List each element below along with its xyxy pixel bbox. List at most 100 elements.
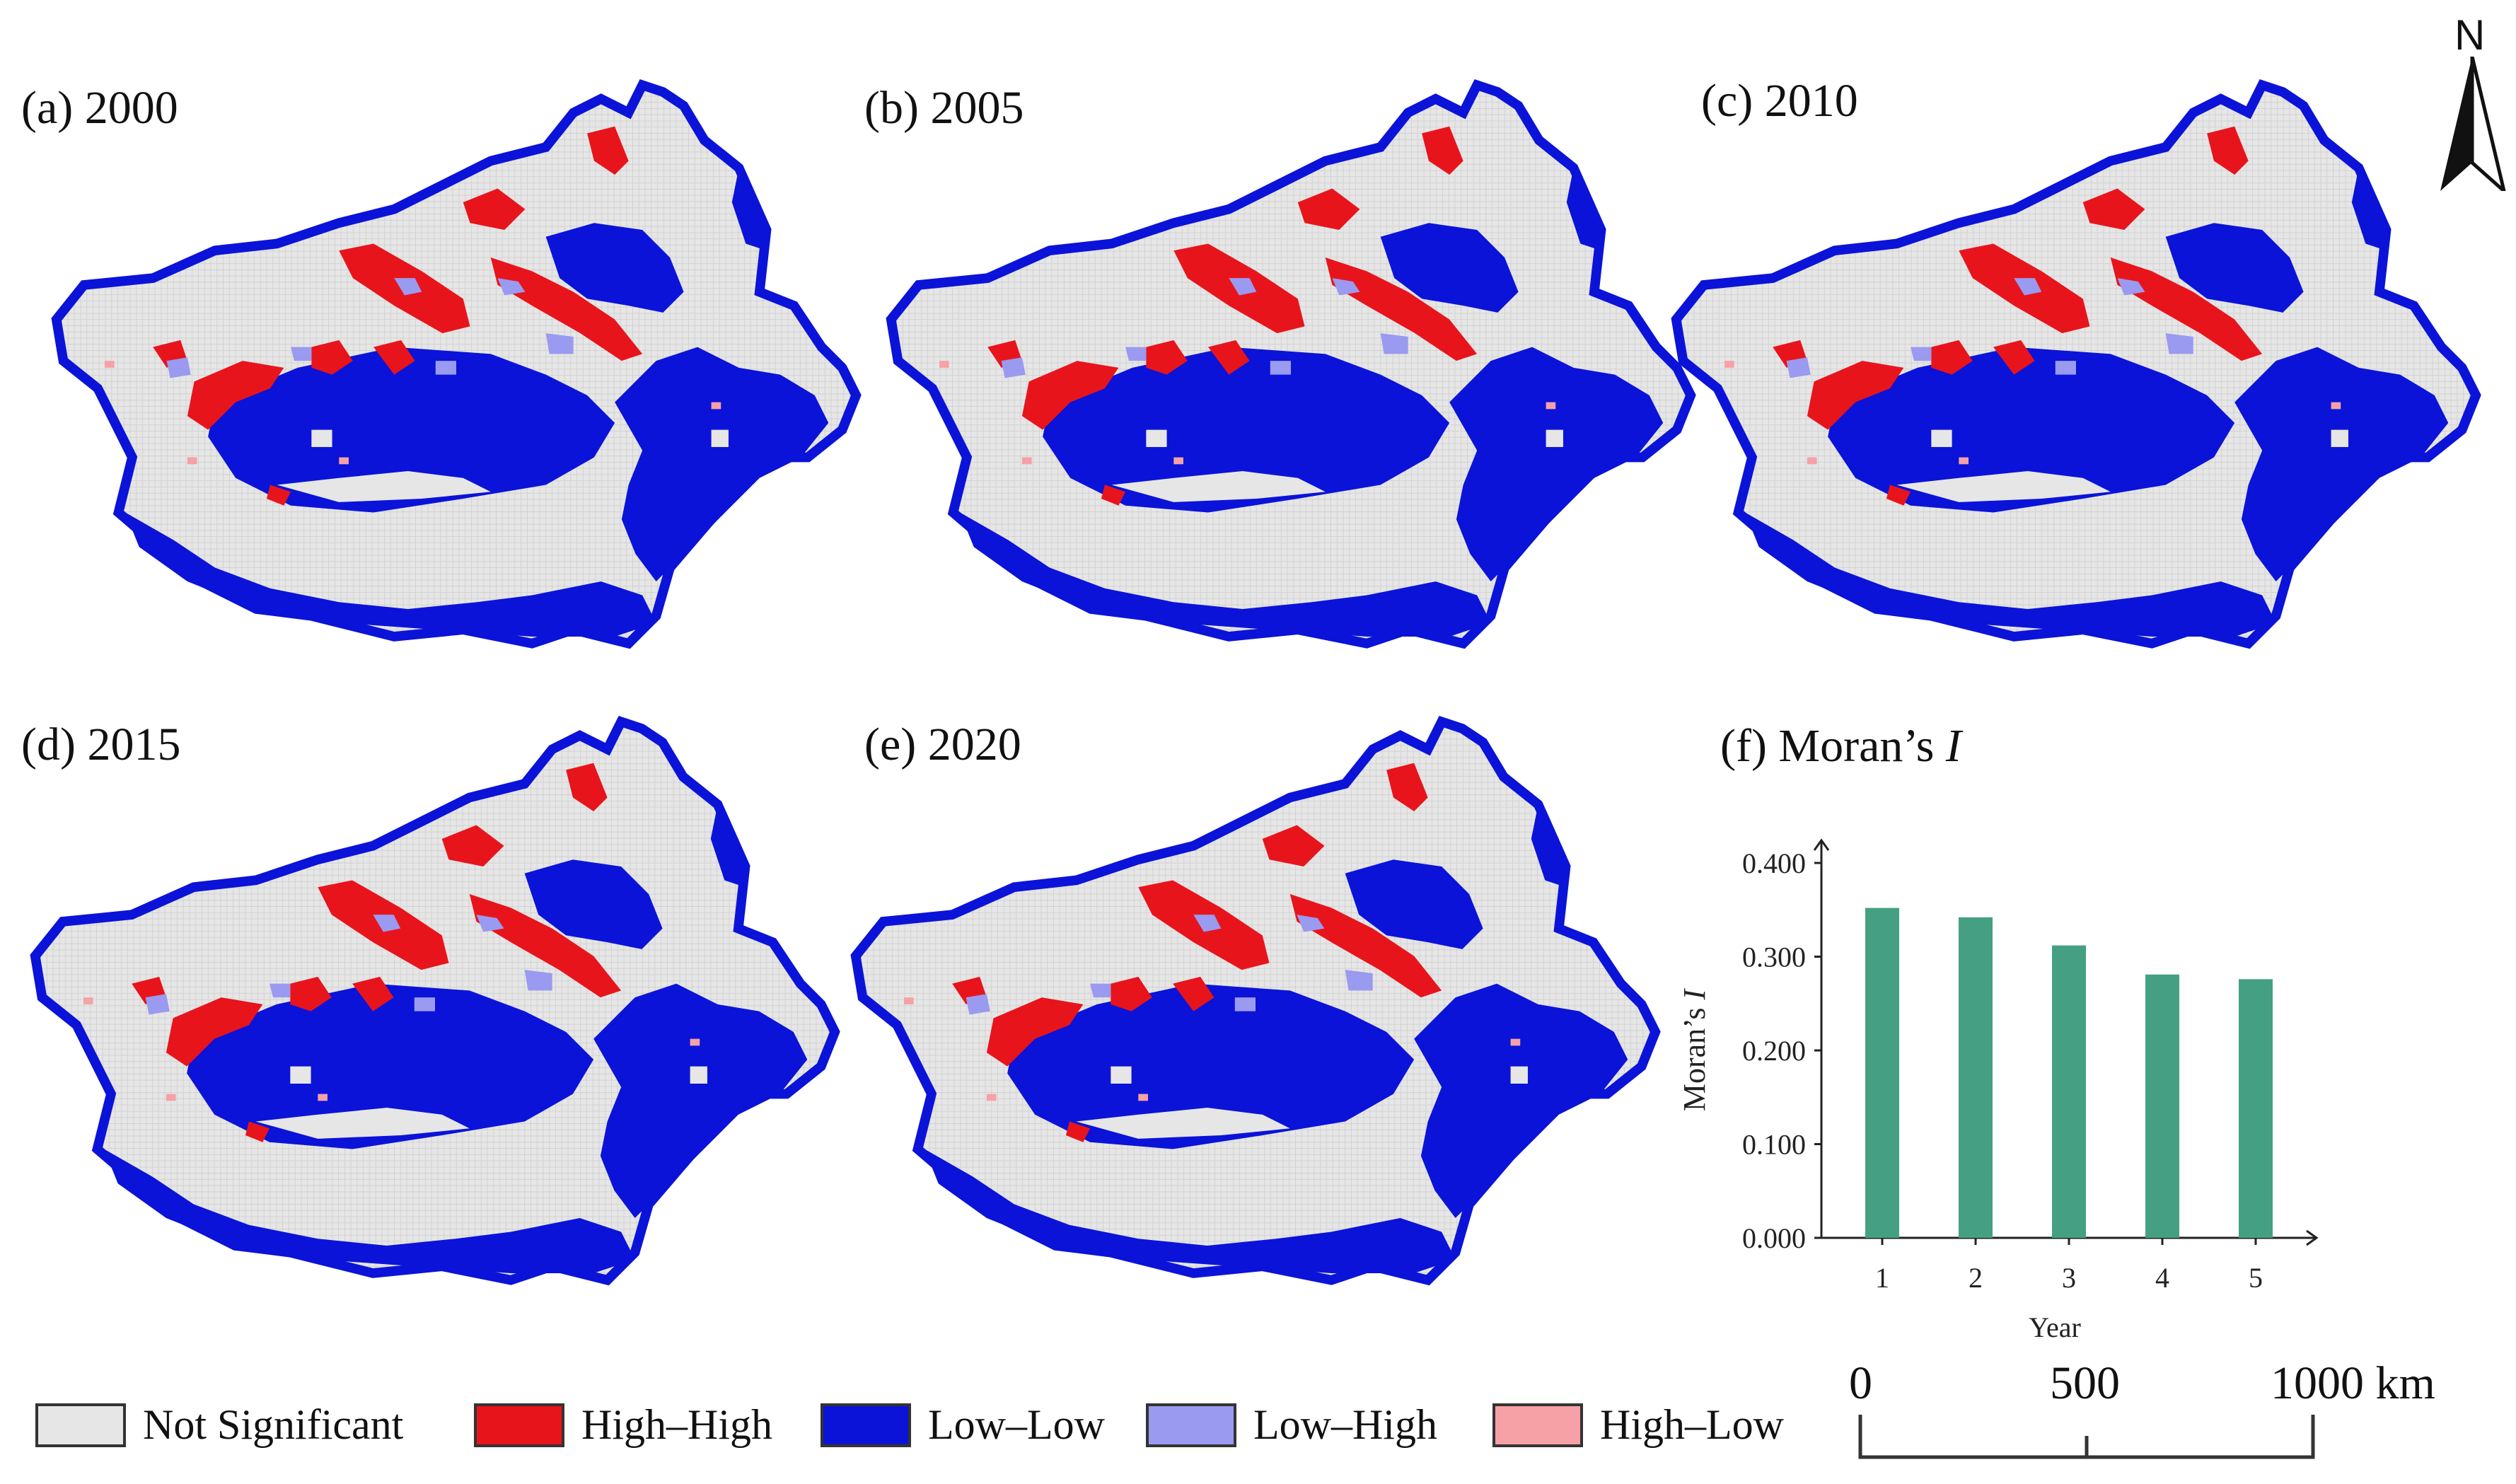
lisa-cluster-map bbox=[30, 715, 840, 1286]
low-high-cluster bbox=[497, 278, 526, 296]
map-outline bbox=[850, 715, 1661, 1286]
not-significant-region bbox=[255, 1108, 470, 1139]
y-axis-label-text: Moran’s bbox=[1677, 1000, 1712, 1112]
high-high-cluster bbox=[166, 997, 263, 1067]
scale-label-0: 0 bbox=[1849, 1357, 1872, 1409]
low-high-cluster bbox=[1345, 970, 1373, 991]
low-high-cluster bbox=[966, 994, 990, 1015]
high-high-cluster bbox=[1021, 361, 1119, 430]
map-panel-label: (d) 2015 bbox=[21, 719, 181, 770]
high-high-cluster bbox=[1262, 825, 1325, 866]
low-high-cluster bbox=[476, 915, 504, 932]
lisa-cluster-map bbox=[886, 79, 1696, 649]
high-low-cluster bbox=[1173, 457, 1183, 465]
low-high-cluster bbox=[1193, 915, 1222, 932]
low-high-cluster bbox=[1332, 278, 1360, 296]
not-significant-region bbox=[1076, 1108, 1290, 1139]
low-high-cluster bbox=[2117, 278, 2145, 296]
high-high-cluster bbox=[1931, 340, 1973, 375]
bar-4 bbox=[2145, 974, 2179, 1238]
low-low-cluster bbox=[1380, 223, 1519, 313]
not-significant-region bbox=[1546, 429, 1563, 447]
bar-2 bbox=[1959, 917, 1993, 1238]
high-high-cluster bbox=[1289, 893, 1442, 998]
high-low-cluster bbox=[1959, 457, 1969, 465]
not-significant-region bbox=[311, 429, 332, 447]
high-high-cluster bbox=[2207, 126, 2249, 175]
low-low-cluster bbox=[1414, 983, 1628, 1218]
high-high-cluster bbox=[463, 188, 526, 230]
low-low-cluster bbox=[1531, 804, 1566, 888]
low-high-cluster bbox=[145, 994, 170, 1015]
legend-label: High–High bbox=[581, 1401, 772, 1448]
legend-swatch bbox=[1146, 1403, 1236, 1447]
low-low-cluster bbox=[1345, 859, 1483, 949]
low-high-cluster bbox=[1911, 347, 1932, 361]
high-high-cluster bbox=[2110, 257, 2263, 361]
high-high-cluster bbox=[1111, 976, 1152, 1011]
not-significant-region bbox=[1931, 429, 1952, 447]
high-low-cluster bbox=[166, 1094, 176, 1101]
low-high-cluster bbox=[291, 347, 312, 361]
x-tick-label: 4 bbox=[2155, 1262, 2169, 1294]
not-significant-region bbox=[277, 471, 491, 502]
low-high-cluster bbox=[1001, 357, 1026, 378]
high-high-cluster bbox=[1173, 976, 1214, 1011]
legend-label: Not Significant bbox=[143, 1401, 404, 1448]
low-low-cluster bbox=[1043, 347, 1450, 513]
north-arrow: N bbox=[2433, 11, 2511, 191]
not-significant-region bbox=[1896, 471, 2111, 502]
low-high-cluster bbox=[1297, 915, 1325, 932]
legend-item: High–High bbox=[474, 1401, 772, 1449]
high-low-cluster bbox=[339, 457, 349, 465]
high-low-cluster bbox=[986, 1094, 997, 1101]
legend-swatch bbox=[474, 1403, 564, 1447]
bar-5 bbox=[2239, 979, 2273, 1238]
y-tick-label: 0.300 bbox=[1742, 941, 1806, 973]
high-low-cluster bbox=[1138, 1094, 1148, 1101]
x-axis-label: Year bbox=[2029, 1311, 2081, 1343]
high-high-cluster bbox=[373, 340, 415, 375]
legend-swatch bbox=[35, 1403, 126, 1447]
high-high-cluster bbox=[2082, 188, 2145, 230]
low-low-cluster bbox=[615, 347, 829, 581]
high-high-cluster bbox=[245, 1121, 270, 1142]
high-high-cluster bbox=[352, 976, 394, 1011]
low-low-cluster bbox=[1007, 983, 1415, 1149]
high-low-cluster bbox=[1724, 361, 1734, 368]
legend-item: Low–Low bbox=[821, 1401, 1105, 1449]
legend-label: High–Low bbox=[1600, 1401, 1784, 1448]
low-high-cluster bbox=[1125, 347, 1147, 361]
x-tick-label: 5 bbox=[2249, 1262, 2263, 1294]
high-high-cluster bbox=[1422, 126, 1463, 175]
high-low-cluster bbox=[1807, 457, 1817, 465]
legend-item: High–Low bbox=[1492, 1401, 1784, 1449]
high-high-cluster bbox=[1386, 763, 1428, 811]
high-high-cluster bbox=[441, 825, 504, 866]
x-tick-label: 1 bbox=[1875, 1262, 1889, 1294]
north-letter: N bbox=[2454, 11, 2486, 59]
y-tick-label: 0.400 bbox=[1742, 847, 1806, 879]
high-high-cluster bbox=[1325, 257, 1478, 361]
high-high-cluster bbox=[986, 997, 1084, 1067]
map-outline bbox=[886, 79, 1696, 649]
high-low-cluster bbox=[1510, 1038, 1521, 1046]
high-low-cluster bbox=[939, 361, 949, 368]
high-high-cluster bbox=[469, 893, 622, 998]
lisa-cluster-map bbox=[850, 715, 1661, 1286]
low-high-cluster bbox=[2165, 333, 2193, 354]
low-high-cluster bbox=[166, 357, 191, 378]
low-high-cluster bbox=[2055, 361, 2076, 375]
bar-3 bbox=[2052, 945, 2086, 1238]
low-low-cluster bbox=[710, 804, 746, 888]
high-high-cluster bbox=[290, 976, 332, 1011]
high-high-cluster bbox=[1208, 340, 1250, 375]
not-significant-region bbox=[690, 1066, 707, 1084]
low-low-cluster bbox=[545, 223, 684, 313]
north-arrow-icon bbox=[2440, 57, 2506, 191]
low-high-cluster bbox=[435, 361, 456, 375]
map-outline bbox=[1671, 79, 2481, 649]
high-high-cluster bbox=[1101, 485, 1126, 506]
low-low-cluster bbox=[524, 859, 663, 949]
high-low-cluster bbox=[318, 1094, 327, 1101]
